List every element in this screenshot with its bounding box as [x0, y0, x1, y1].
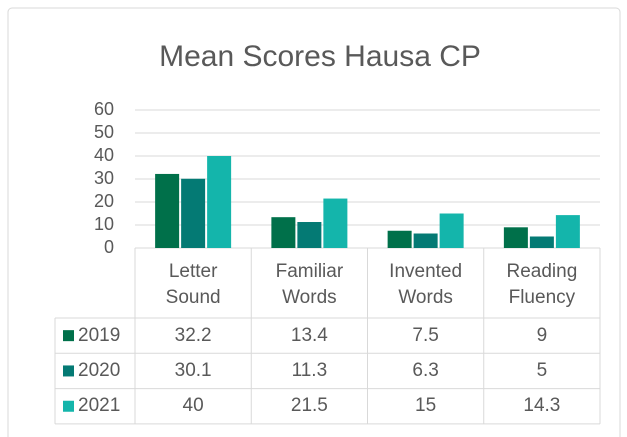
table-value: 5 [536, 359, 548, 381]
y-tick-label: 40 [94, 145, 114, 165]
y-tick-label: 60 [94, 99, 114, 119]
bar [555, 215, 580, 248]
chart-border [7, 7, 621, 437]
chart-title: Mean Scores Hausa CP [159, 40, 481, 73]
y-tick-label: 10 [94, 214, 114, 234]
table-value: 32.2 [174, 324, 212, 346]
bar [207, 156, 232, 248]
y-tick-label: 30 [94, 168, 114, 188]
table-value: 9 [536, 324, 548, 346]
legend-key [63, 365, 74, 377]
x-tick-label: Invented Words [389, 261, 463, 308]
bar [271, 217, 296, 248]
table-value: 13.4 [290, 324, 328, 346]
legend-label: 2019 [78, 324, 121, 346]
legend-key [63, 400, 74, 412]
bar [413, 233, 438, 248]
bar [155, 173, 180, 248]
bar [323, 198, 348, 248]
table-value: 15 [415, 395, 437, 417]
table-value: 21.5 [290, 395, 328, 417]
bar [297, 222, 322, 248]
table-value: 6.3 [412, 359, 439, 381]
bar [503, 227, 528, 248]
table-value: 7.5 [412, 324, 439, 346]
y-tick-label: 20 [94, 191, 114, 211]
table-value: 14.3 [523, 395, 561, 417]
table-value: 40 [182, 395, 204, 417]
y-tick-label: 0 [104, 237, 114, 257]
table-value: 30.1 [174, 359, 212, 381]
y-tick-label: 50 [94, 122, 114, 142]
bar [529, 236, 554, 248]
legend-label: 2021 [78, 395, 121, 417]
x-tick-label: Reading Fluency [506, 261, 578, 308]
bar [387, 230, 412, 248]
bar [439, 213, 464, 248]
bar [181, 178, 206, 248]
x-tick-label: Familiar Words [275, 261, 344, 308]
legend-label: 2020 [78, 359, 121, 381]
x-tick-label: Letter Sound [165, 261, 221, 308]
legend-key [63, 330, 74, 342]
table-value: 11.3 [291, 359, 328, 381]
